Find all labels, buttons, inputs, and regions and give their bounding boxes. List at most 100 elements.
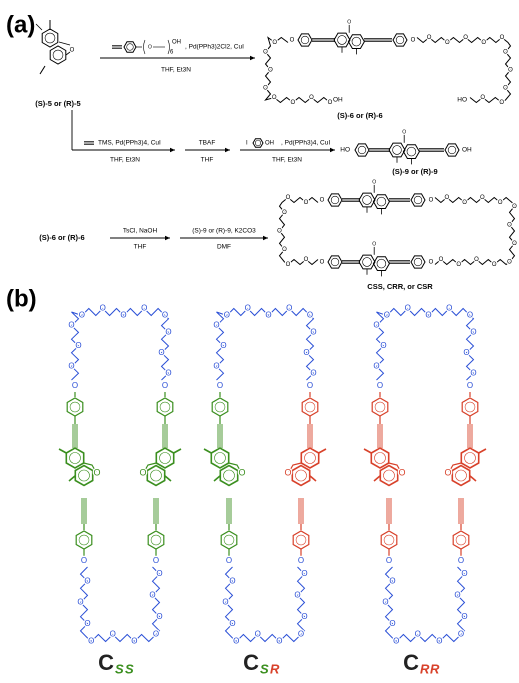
atom-label: O <box>463 35 468 41</box>
compound-letter: C <box>243 650 259 675</box>
reagent: THF <box>134 244 147 251</box>
ring <box>381 531 397 549</box>
atom-label: O <box>156 612 162 621</box>
compound-label: (S)-9 or (R)-9 <box>392 167 437 176</box>
atom-label: O <box>454 591 460 600</box>
reagent: TBAF <box>199 140 216 147</box>
atom-label: O <box>286 262 291 268</box>
atom-label: O <box>79 311 85 320</box>
bond <box>36 24 42 30</box>
ring <box>157 398 173 416</box>
ring-inner <box>363 196 372 205</box>
ring-inner <box>414 196 422 204</box>
atom-label: O <box>481 40 486 46</box>
atom-label: O <box>507 260 512 266</box>
reagent: THF, Et3N <box>161 67 191 74</box>
reagent: , Pd(PPh3)2Cl2, CuI <box>185 44 244 51</box>
atom-label: O <box>507 222 512 228</box>
ring-inner <box>215 402 225 412</box>
atom-label: O <box>294 591 300 600</box>
atom-label: O <box>93 467 100 477</box>
bond <box>59 449 66 453</box>
compound-letter: C <box>403 650 419 675</box>
atom-label: O <box>68 362 74 371</box>
reagent: DMF <box>217 244 231 251</box>
atom-label: O <box>405 304 411 313</box>
arrow-head <box>330 148 335 152</box>
ring-inner <box>151 470 162 481</box>
atom-label: O <box>508 68 513 74</box>
atom-label: O <box>276 637 282 646</box>
ring-inner <box>215 453 226 464</box>
ring-inner <box>384 470 395 481</box>
atom-label: O <box>304 200 309 206</box>
chain <box>81 567 160 642</box>
arrow-head <box>165 236 170 240</box>
atom-label: O <box>88 637 94 646</box>
ring <box>348 35 364 49</box>
atom-label: O <box>226 556 232 565</box>
atom-label: O <box>245 304 251 313</box>
atom-label: O <box>320 260 325 266</box>
ring <box>50 46 66 64</box>
ring-inner <box>456 535 466 545</box>
atom-label: O <box>263 50 268 56</box>
atom-label: O <box>77 598 83 607</box>
atom-label: O <box>301 612 307 621</box>
atom-label: O <box>148 44 152 50</box>
ring-inner <box>375 402 385 412</box>
compound-label: (S)-5 or (R)-5 <box>35 99 80 108</box>
atom-label: O <box>373 321 379 330</box>
atom-label: O <box>68 321 74 330</box>
ring <box>355 144 369 156</box>
compound-label: (S)-6 or (R)-6 <box>39 233 84 242</box>
ring <box>445 144 459 156</box>
ring-inner <box>465 453 476 464</box>
ring-inner <box>305 402 315 412</box>
ring <box>292 466 309 486</box>
atom-label: O <box>263 86 268 92</box>
atom-label: O <box>229 576 235 585</box>
atom-label: O <box>372 180 376 186</box>
atom-label: O <box>158 348 164 357</box>
ring <box>298 34 312 46</box>
atom-label: O <box>310 328 316 337</box>
atom-label: O <box>213 362 219 371</box>
ring <box>328 194 342 206</box>
atom-label: HO <box>340 147 350 154</box>
atom-label: I <box>246 141 248 147</box>
atom-label: O <box>131 637 137 646</box>
ring-inner <box>255 140 261 146</box>
bond <box>174 449 181 453</box>
atom-label: O <box>463 348 469 357</box>
ring-inner <box>79 470 90 481</box>
repeat-index: 6 <box>170 50 174 56</box>
atom-label: O <box>290 38 295 44</box>
atom-label: O <box>286 195 291 201</box>
atom-label: O <box>84 619 90 628</box>
ring-inner <box>377 197 386 206</box>
atom-label: O <box>470 328 476 337</box>
ring-inner <box>151 535 161 545</box>
atom-label: O <box>277 229 282 235</box>
atom-label: O <box>467 381 473 390</box>
bridge <box>59 42 70 55</box>
reagent: (S)-9 or (R)-9, K2CO3 <box>192 228 256 235</box>
atom-label: O <box>229 619 235 628</box>
atom-label: O <box>222 598 228 607</box>
atom-label: O <box>347 20 351 26</box>
ring-inner <box>338 36 347 45</box>
ring <box>371 448 388 468</box>
compound-subscript: R <box>270 661 280 676</box>
reagent: THF, Et3N <box>272 157 302 164</box>
chain <box>280 198 319 265</box>
ring <box>359 255 375 269</box>
ring-inner <box>224 535 234 545</box>
atom-label: O <box>436 637 442 646</box>
ring-inner <box>377 259 386 268</box>
arrow-head <box>225 148 230 152</box>
atom-label: O <box>389 576 395 585</box>
atom-label: O <box>427 35 432 41</box>
ring <box>359 193 375 207</box>
ring-inner <box>456 470 467 481</box>
